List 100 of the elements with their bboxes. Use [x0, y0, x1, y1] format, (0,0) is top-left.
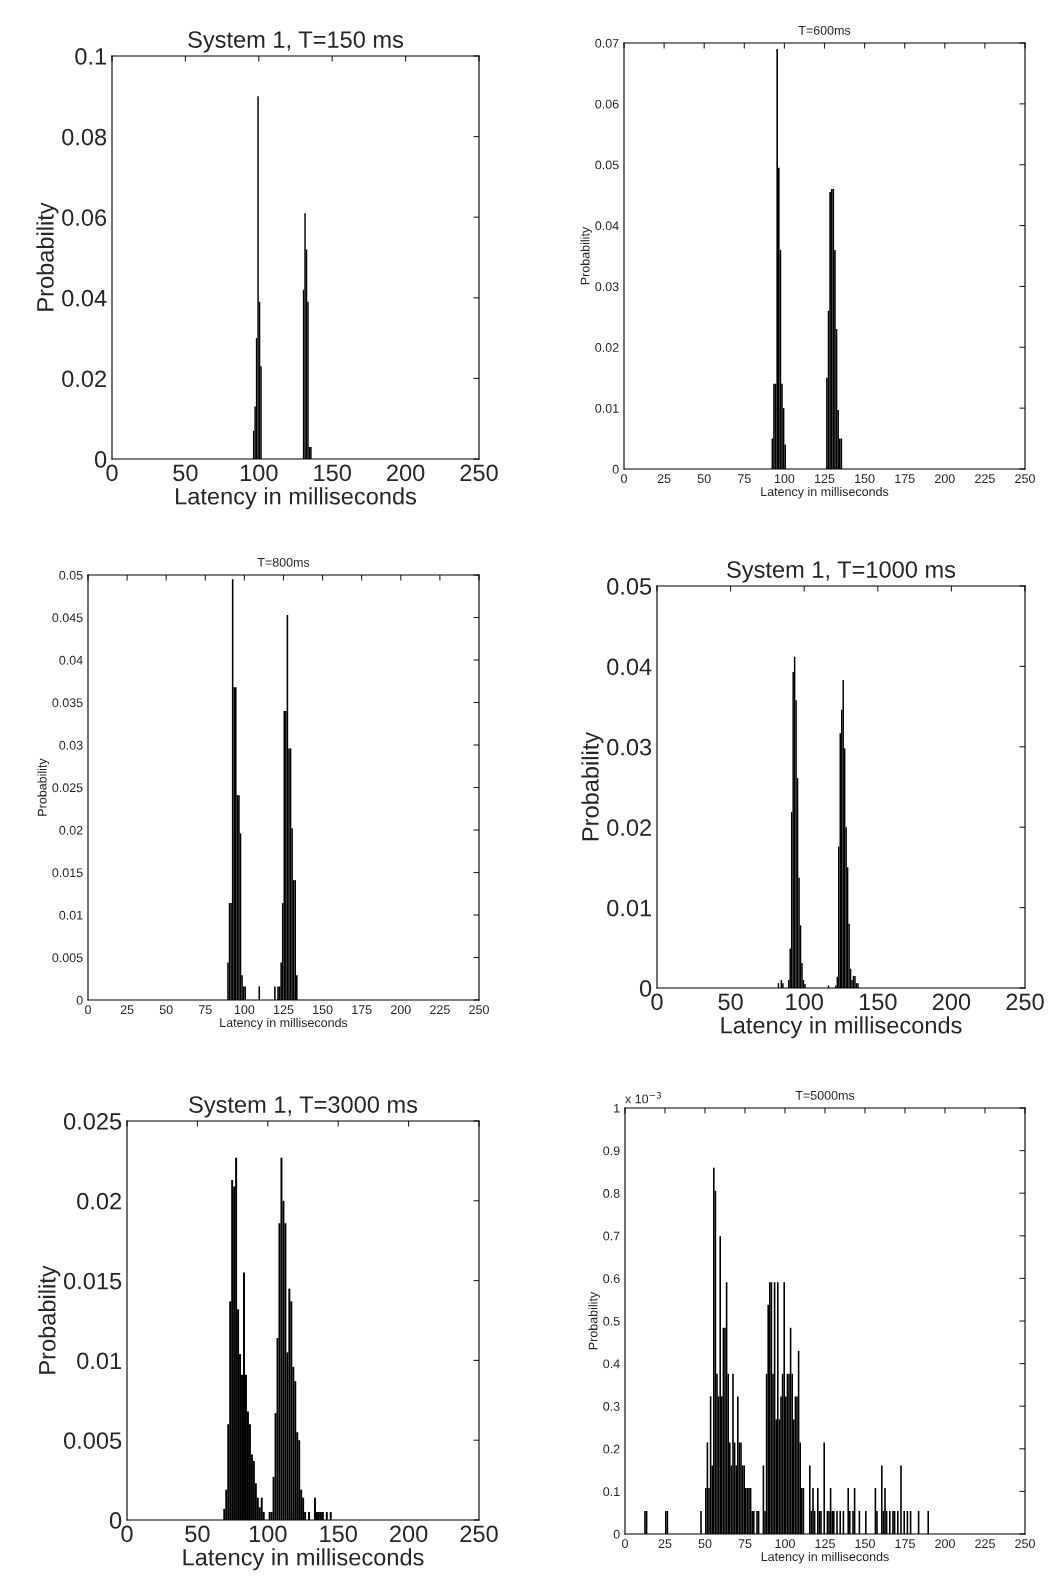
- x-tick-label: 200: [390, 1525, 428, 1543]
- y-tick-label: 0.1: [603, 1487, 620, 1497]
- x-tick-label: 250: [1015, 474, 1035, 484]
- y-tick-label: 0.01: [59, 910, 83, 920]
- x-tick-label: 225: [430, 1005, 450, 1015]
- y-tick-label: 0.045: [52, 613, 83, 623]
- chart-title: System 1, T=3000 ms: [189, 1096, 418, 1118]
- x-tick-label: 50: [173, 464, 198, 482]
- x-tick-label: 0: [121, 1525, 133, 1543]
- x-axis-title: Latency in milliseconds: [721, 1016, 962, 1039]
- x-tick-label: 50: [159, 1005, 173, 1015]
- y-tick-label: 0.035: [52, 698, 83, 708]
- x-tick-label: 250: [460, 1525, 498, 1543]
- text: x 10$^{−3}$: [625, 1091, 661, 1104]
- chart-title: System 1, T=150 ms: [188, 31, 404, 53]
- x-axis-title: Latency in milliseconds: [761, 486, 889, 499]
- y-axis-title: Probability: [588, 1291, 600, 1350]
- y-tick-label: 0.07: [595, 38, 619, 48]
- x-tick-label: 250: [469, 1005, 489, 1015]
- y-tick-label: 0.025: [52, 783, 83, 793]
- x-tick-label: 100: [774, 474, 795, 484]
- x-tick-label: 200: [391, 1005, 411, 1015]
- x-tick-label: 150: [855, 474, 875, 484]
- x-tick-label: 200: [935, 474, 955, 484]
- x-tick-label: 100: [775, 1539, 795, 1549]
- y-tick-label: 0.015: [52, 868, 83, 878]
- y-tick-label: 0.3: [603, 1402, 620, 1411]
- y-tick-label: 0.04: [59, 655, 83, 665]
- y-axis-title: Probability: [38, 1265, 61, 1374]
- y-tick-label: 0.08: [62, 128, 107, 146]
- chart-title: System 1, T=1000 ms: [727, 561, 956, 583]
- x-tick-label: 125: [815, 474, 835, 484]
- y-tick-label: 0.06: [62, 209, 107, 226]
- x-tick-label: 50: [185, 1525, 210, 1543]
- x-tick-label: 25: [658, 1539, 672, 1549]
- y-tick-label: 0: [639, 980, 652, 997]
- x-axis-title: Latency in milliseconds: [761, 1551, 889, 1564]
- x-tick-label: 50: [697, 474, 711, 484]
- x-axis-title: Latency in milliseconds: [176, 487, 417, 510]
- x-tick-label: 150: [859, 993, 897, 1011]
- x-tick-label: 100: [240, 464, 278, 482]
- x-tick-label: 50: [718, 993, 743, 1011]
- y-tick-label: 0.01: [607, 899, 651, 917]
- y-tick-label: 0.05: [607, 578, 652, 595]
- y-axis-title: Probability: [36, 202, 59, 311]
- chart-title: T=600ms: [798, 25, 851, 35]
- y-tick-label: 0.02: [59, 825, 83, 835]
- chart-title: T=800ms: [257, 557, 310, 567]
- y-tick-label: 0.005: [63, 1432, 122, 1449]
- y-tick-label: 0.01: [595, 403, 619, 413]
- x-tick-label: 75: [198, 1005, 212, 1015]
- x-tick-label: 250: [1006, 993, 1044, 1011]
- y-tick-label: 1: [614, 1103, 620, 1113]
- x-tick-label: 100: [786, 993, 823, 1011]
- y-tick-label: 0.6: [603, 1274, 620, 1284]
- y-tick-label: 0.2: [603, 1444, 620, 1454]
- x-tick-label: 100: [234, 1005, 255, 1015]
- x-tick-label: 50: [698, 1539, 712, 1549]
- x-tick-label: 175: [895, 474, 915, 484]
- y-tick-label: 0.1: [75, 48, 106, 65]
- x-tick-label: 75: [737, 474, 751, 484]
- y-tick-label: 0.04: [62, 289, 107, 307]
- y-tick-label: 0.03: [595, 282, 619, 292]
- x-tick-label: 225: [975, 474, 995, 484]
- y-tick-label: 0.05: [595, 160, 619, 170]
- y-tick-label: 0.06: [595, 99, 619, 109]
- y-tick-label: 0: [109, 1512, 122, 1529]
- x-tick-label: 100: [249, 1525, 287, 1543]
- x-tick-label: 150: [314, 464, 351, 482]
- y-tick-label: 0.03: [607, 738, 652, 756]
- x-tick-label: 75: [738, 1539, 752, 1549]
- y-tick-label: 0.05: [59, 570, 83, 580]
- y-tick-label: 0.4: [603, 1359, 620, 1369]
- chart-title: T=5000ms: [795, 1090, 855, 1100]
- x-tick-label: 125: [274, 1005, 294, 1015]
- y-axis-title: Probability: [37, 758, 50, 816]
- y-axis-title: Probability: [581, 731, 604, 841]
- x-tick-label: 175: [352, 1005, 372, 1015]
- x-tick-label: 150: [855, 1539, 875, 1549]
- y-tick-label: 0.02: [607, 819, 651, 836]
- x-tick-label: 25: [657, 474, 671, 484]
- x-tick-label: 150: [313, 1005, 333, 1015]
- y-tick-label: 0.02: [77, 1192, 121, 1210]
- x-tick-label: 150: [320, 1525, 357, 1543]
- y-tick-label: 0.04: [595, 221, 619, 231]
- y-tick-label: 0.9: [603, 1146, 620, 1156]
- x-tick-label: 175: [895, 1539, 915, 1549]
- x-tick-label: 200: [387, 464, 425, 482]
- y-tick-label: 0.02: [62, 370, 106, 388]
- x-axis-title: Latency in milliseconds: [183, 1548, 424, 1571]
- y-tick-label: 0: [94, 451, 107, 468]
- x-tick-label: 250: [460, 464, 498, 482]
- x-tick-label: 250: [1015, 1539, 1035, 1549]
- y-tick-label: 0.02: [595, 343, 619, 352]
- y-axis-title: Probability: [580, 226, 593, 285]
- y-tick-label: 0.5: [603, 1316, 620, 1326]
- x-tick-label: 0: [651, 993, 663, 1011]
- y-tick-label: 0.8: [603, 1189, 620, 1198]
- x-tick-label: 200: [932, 993, 971, 1011]
- y-tick-label: 0.03: [59, 740, 83, 750]
